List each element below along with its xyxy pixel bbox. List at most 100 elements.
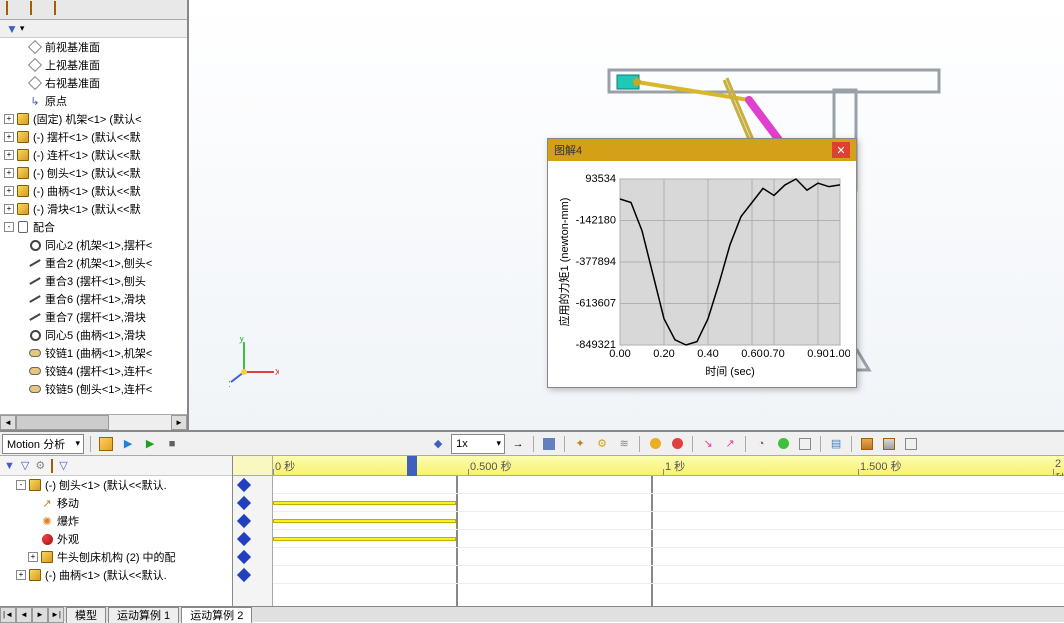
playhead-icon[interactable]: ◆ <box>429 435 447 453</box>
wizard-icon[interactable]: ✦ <box>571 435 589 453</box>
timeline-ruler[interactable]: 0 秒0.500 秒1 秒1.500 秒2 秒 <box>273 456 1064 476</box>
triad-axes: x y z <box>229 337 279 390</box>
tree-item[interactable]: +(固定) 机架<1> (默认< <box>0 110 187 128</box>
tree-item[interactable]: 铰链1 (曲柄<1>,机架< <box>0 344 187 362</box>
svg-text:0.20: 0.20 <box>653 348 674 360</box>
tree-item[interactable]: 铰链5 (刨头<1>,连杆< <box>0 380 187 398</box>
opt1-icon[interactable] <box>858 435 876 453</box>
bottom-tab[interactable]: 模型 <box>66 607 106 623</box>
play-start-icon[interactable]: ▶ <box>119 435 137 453</box>
track-row[interactable] <box>273 476 1064 494</box>
damper-icon[interactable]: ↗ <box>721 435 739 453</box>
spring-icon[interactable]: ≋ <box>615 435 633 453</box>
tree-item[interactable]: ✺爆炸 <box>0 512 232 530</box>
last-tab-icon[interactable]: ►| <box>48 607 64 623</box>
feature-tree-panel: ▼ ▾ 前视基准面上视基准面右视基准面↳原点+(固定) 机架<1> (默认<+(… <box>0 0 189 430</box>
plot-window[interactable]: 图解4 ✕ 93534-142180-377894-613607-8493210… <box>547 138 857 388</box>
motion-toolbar: Motion 分析 ▶ ▶ ■ ◆ 1x → ✦ ⚙ ≋ ↘ ↗ ◔ ▤ <box>0 432 1064 456</box>
svg-text:0.60: 0.60 <box>741 348 762 360</box>
plot-titlebar[interactable]: 图解4 ✕ <box>548 139 856 161</box>
filter-icon[interactable]: ▼ <box>6 22 18 36</box>
tree-item[interactable]: +(-) 摆杆<1> (默认<<默 <box>0 128 187 146</box>
svg-text:时间 (sec): 时间 (sec) <box>705 365 755 378</box>
study-type-dropdown[interactable]: Motion 分析 <box>2 434 84 454</box>
svg-text:-142180: -142180 <box>576 215 616 227</box>
gravity-icon[interactable] <box>668 435 686 453</box>
calculate-icon[interactable] <box>97 435 115 453</box>
tree-item[interactable]: +(-) 曲柄<1> (默认<<默认. <box>0 566 232 584</box>
tree-item[interactable]: 重合6 (摆杆<1>,滑块 <box>0 290 187 308</box>
viewport-3d[interactable]: x y z 图解4 ✕ 93534-142180-377894-613607-8… <box>189 0 1064 430</box>
track-row[interactable] <box>273 530 1064 548</box>
svg-text:0.70: 0.70 <box>763 348 784 360</box>
gear-icon[interactable]: ⚙ <box>35 459 45 472</box>
tree-item[interactable]: 同心2 (机架<1>,摆杆< <box>0 236 187 254</box>
track-row[interactable] <box>273 494 1064 512</box>
tree-item[interactable]: 重合3 (摆杆<1>,刨头 <box>0 272 187 290</box>
result2-icon[interactable] <box>774 435 792 453</box>
feature-tree[interactable]: 前视基准面上视基准面右视基准面↳原点+(固定) 机架<1> (默认<+(-) 摆… <box>0 38 187 414</box>
opt3-icon[interactable] <box>902 435 920 453</box>
tree-item[interactable]: 外观 <box>0 530 232 548</box>
tree-item[interactable]: +(-) 滑块<1> (默认<<默 <box>0 200 187 218</box>
assembly-tab-icon[interactable] <box>6 2 22 18</box>
bottom-tabs: |◄ ◄ ► ►| 模型运动算例 1运动算例 2 <box>0 606 1064 622</box>
tree-item[interactable]: 同心5 (曲柄<1>,滑块 <box>0 326 187 344</box>
playhead[interactable] <box>407 456 417 476</box>
tree-item[interactable]: +(-) 连杆<1> (默认<<默 <box>0 146 187 164</box>
speed-dropdown[interactable]: 1x <box>451 434 505 454</box>
motion-tree-panel: ▼ ▽ ⚙ ▽ -(-) 刨头<1> (默认<<默认.↗移动✺爆炸外观+牛头刨床… <box>0 456 233 606</box>
tree-item[interactable]: ↗移动 <box>0 494 232 512</box>
tree-item[interactable]: -配合 <box>0 218 187 236</box>
play-icon[interactable]: ▶ <box>141 435 159 453</box>
plot-results-icon[interactable]: ▤ <box>827 435 845 453</box>
tree-item[interactable]: +牛头刨床机构 (2) 中的配 <box>0 548 232 566</box>
next-tab-icon[interactable]: ► <box>32 607 48 623</box>
svg-text:93534: 93534 <box>585 173 616 185</box>
result1-icon[interactable]: ◔ <box>752 435 770 453</box>
tree-item[interactable]: 前视基准面 <box>0 38 187 56</box>
display-tab-icon[interactable] <box>54 2 70 18</box>
result3-icon[interactable] <box>796 435 814 453</box>
tool-icon[interactable] <box>51 460 53 472</box>
opt2-icon[interactable] <box>880 435 898 453</box>
tree-item[interactable]: 右视基准面 <box>0 74 187 92</box>
tree-item[interactable]: -(-) 刨头<1> (默认<<默认. <box>0 476 232 494</box>
svg-text:z: z <box>229 378 231 387</box>
arrow-icon[interactable]: → <box>509 435 527 453</box>
prev-tab-icon[interactable]: ◄ <box>16 607 32 623</box>
bottom-tab[interactable]: 运动算例 1 <box>108 607 179 623</box>
tree-item[interactable]: 重合7 (摆杆<1>,滑块 <box>0 308 187 326</box>
appearance-tab-icon[interactable] <box>78 2 94 18</box>
stop-icon[interactable]: ■ <box>163 435 181 453</box>
tree-item[interactable]: +(-) 曲柄<1> (默认<<默 <box>0 182 187 200</box>
close-icon[interactable]: ✕ <box>832 142 850 158</box>
tree-hscroll[interactable]: ◄► <box>0 414 187 430</box>
contact-icon[interactable] <box>646 435 664 453</box>
tree-item[interactable]: ↳原点 <box>0 92 187 110</box>
filter3-icon[interactable]: ▽ <box>59 459 67 472</box>
plot-title-text: 图解4 <box>554 142 582 158</box>
tree-item[interactable]: 铰链4 (摆杆<1>,连杆< <box>0 362 187 380</box>
track-row[interactable] <box>273 512 1064 530</box>
first-tab-icon[interactable]: |◄ <box>0 607 16 623</box>
svg-text:x: x <box>275 366 279 378</box>
filter-icon[interactable]: ▼ <box>4 460 15 472</box>
bottom-tab[interactable]: 运动算例 2 <box>181 607 252 623</box>
motion-tree[interactable]: -(-) 刨头<1> (默认<<默认.↗移动✺爆炸外观+牛头刨床机构 (2) 中… <box>0 476 232 606</box>
tree-item[interactable]: 上视基准面 <box>0 56 187 74</box>
filter-row: ▼ ▾ <box>0 20 187 38</box>
tree-item[interactable]: +(-) 刨头<1> (默认<<默 <box>0 164 187 182</box>
filter2-icon[interactable]: ▽ <box>21 459 29 472</box>
tree-item[interactable]: 重合2 (机架<1>,刨头< <box>0 254 187 272</box>
svg-text:0.90: 0.90 <box>807 348 828 360</box>
motor-icon[interactable]: ⚙ <box>593 435 611 453</box>
track-row[interactable] <box>273 566 1064 584</box>
svg-text:0.00: 0.00 <box>609 348 630 360</box>
config-tab-icon[interactable] <box>30 2 46 18</box>
track-row[interactable] <box>273 548 1064 566</box>
save-anim-icon[interactable] <box>540 435 558 453</box>
force-icon[interactable]: ↘ <box>699 435 717 453</box>
timeline[interactable]: 0 秒0.500 秒1 秒1.500 秒2 秒 <box>273 456 1064 606</box>
keyframe-col <box>233 456 273 606</box>
